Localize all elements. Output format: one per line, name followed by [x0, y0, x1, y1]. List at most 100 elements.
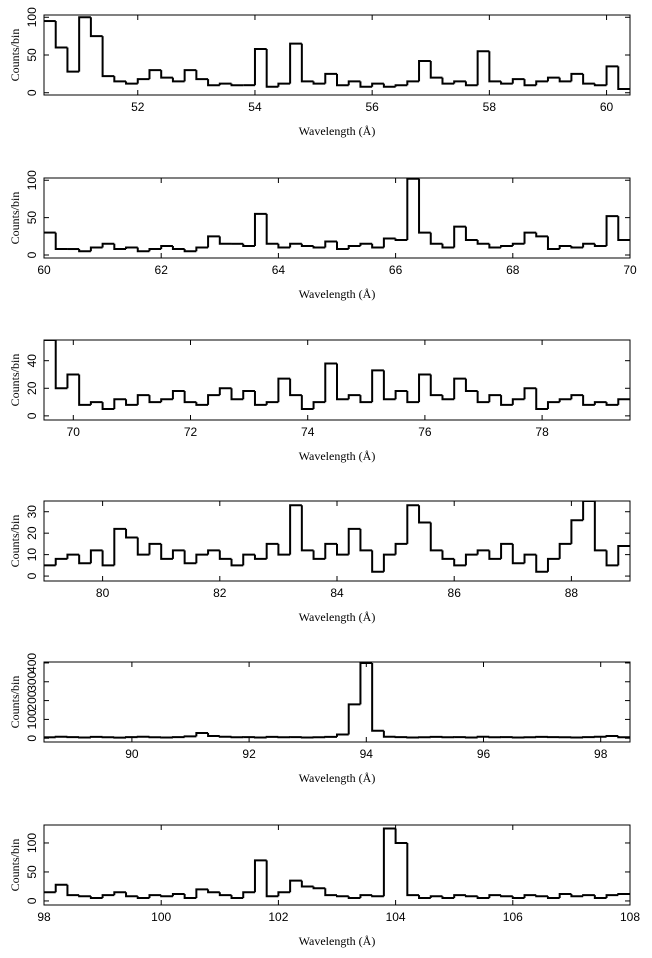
histogram-step: [511, 242, 525, 247]
histogram-step: [371, 662, 384, 732]
histogram-step: [511, 78, 525, 84]
histogram-step: [101, 402, 115, 410]
x-tick-label: 104: [386, 910, 406, 924]
histogram-step: [265, 542, 279, 559]
histogram-step: [605, 65, 619, 86]
histogram-step: [218, 735, 232, 738]
x-tick-label: 56: [365, 100, 379, 114]
histogram-step: [464, 553, 478, 566]
histogram-step: [488, 51, 502, 83]
histogram-step: [125, 528, 138, 539]
histogram-step: [148, 736, 162, 739]
histogram-step: [488, 894, 502, 899]
histogram-step: [535, 232, 548, 238]
histogram-step: [418, 373, 431, 403]
histogram-step: [136, 394, 150, 405]
histogram-step: [336, 543, 349, 556]
histogram-step: [195, 553, 209, 564]
histogram-step: [511, 896, 525, 900]
histogram-step: [312, 246, 326, 249]
histogram-step: [324, 240, 337, 248]
histogram-step: [78, 554, 91, 565]
histogram-step: [546, 896, 560, 900]
plot-frame: [43, 500, 631, 582]
histogram-step: [441, 550, 455, 560]
histogram-step: [207, 889, 220, 894]
y-tick-label: 100: [25, 7, 39, 27]
histogram-step: [66, 47, 80, 73]
x-tick-label: 64: [272, 263, 286, 277]
x-tick-label: 54: [248, 100, 262, 114]
histogram-step: [89, 549, 103, 564]
histogram-step: [78, 249, 91, 253]
histogram-step: [125, 81, 138, 85]
histogram-step: [570, 394, 584, 400]
histogram-step: [324, 72, 337, 84]
histogram-step: [582, 242, 595, 248]
histogram-step: [265, 48, 279, 88]
histogram-step: [570, 246, 584, 249]
y-axis-label: Counts/bin: [8, 839, 22, 892]
histogram-step: [394, 238, 408, 242]
histogram-step: [300, 395, 314, 410]
histogram-step: [265, 735, 279, 738]
histogram-step: [78, 895, 91, 898]
histogram-step: [418, 505, 431, 524]
histogram-step: [300, 43, 314, 83]
x-tick-label: 94: [360, 747, 374, 761]
y-tick-label: 0: [25, 572, 39, 579]
histogram-step: [359, 662, 373, 705]
histogram-step: [183, 735, 197, 738]
histogram-step: [218, 236, 232, 245]
histogram-step: [136, 78, 150, 84]
histogram-step: [183, 391, 197, 404]
histogram-step: [476, 50, 490, 86]
histogram-step: [113, 527, 127, 566]
histogram-step: [429, 522, 443, 552]
histogram-step: [558, 892, 572, 899]
x-tick-label: 76: [418, 425, 432, 439]
histogram-step: [66, 553, 80, 559]
histogram-step: [312, 886, 326, 890]
histogram-step: [394, 84, 408, 87]
histogram-step: [453, 558, 466, 567]
histogram-step: [605, 734, 619, 737]
histogram-step: [441, 77, 455, 85]
histogram-step: [89, 896, 103, 900]
histogram-step: [535, 388, 548, 410]
histogram-step: [89, 246, 103, 252]
histogram-step: [371, 243, 384, 249]
histogram-step: [218, 387, 232, 396]
histogram-step: [535, 895, 548, 898]
x-tick-label: 68: [506, 263, 520, 277]
histogram-step: [476, 549, 490, 555]
x-axis-label: Wavelength (Å): [299, 287, 376, 301]
histogram-step: [230, 558, 244, 567]
histogram-step: [160, 543, 173, 560]
histogram-step: [500, 81, 513, 85]
histogram-step: [476, 240, 490, 245]
histogram-step: [546, 76, 560, 82]
histogram-step: [523, 894, 537, 899]
histogram-step: [441, 896, 455, 900]
y-tick-label: 300: [25, 671, 39, 691]
histogram-step: [78, 374, 91, 406]
y-tick-label: 100: [25, 170, 39, 190]
histogram-step: [476, 896, 490, 900]
histogram-step: [371, 369, 384, 403]
histogram-step: [394, 828, 408, 844]
histogram-step: [382, 237, 396, 248]
histogram-step: [617, 398, 630, 405]
histogram-step: [171, 549, 185, 559]
y-axis-label: Counts/bin: [8, 676, 22, 729]
x-tick-label: 72: [184, 425, 198, 439]
histogram-step: [300, 880, 314, 888]
x-tick-label: 82: [213, 586, 227, 600]
x-tick-label: 62: [155, 263, 169, 277]
y-axis-label: Counts/bin: [8, 515, 22, 568]
histogram-step: [371, 82, 384, 87]
histogram-step: [359, 81, 373, 88]
histogram-step: [230, 736, 244, 739]
histogram-step: [511, 543, 525, 565]
histogram-step: [218, 82, 232, 86]
